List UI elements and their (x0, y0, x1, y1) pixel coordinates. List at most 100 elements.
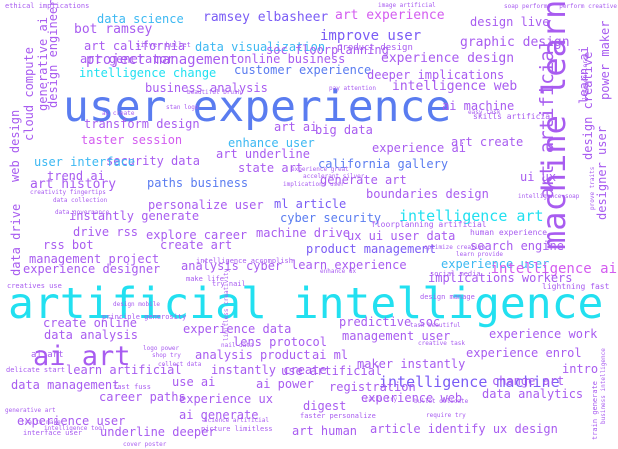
word: transform design (84, 117, 200, 131)
word: learn artificial (66, 363, 182, 377)
word: intelligence change (79, 66, 217, 80)
word: artificial intelligence (8, 279, 604, 329)
word: cover poster (123, 441, 167, 448)
word: product management (306, 242, 437, 256)
word: art experience (335, 8, 445, 23)
word: use artificial (281, 364, 383, 378)
word: shop try (152, 352, 181, 359)
word: implications user (283, 181, 345, 188)
word: silver bullet (136, 41, 191, 49)
word: management user (342, 329, 451, 343)
word: instantly create (211, 363, 327, 377)
word: graphic design (460, 35, 570, 50)
word: data analytics (482, 387, 584, 401)
word: online business (237, 52, 346, 66)
word: design live (470, 15, 550, 29)
word: experience user (441, 257, 550, 271)
word: improve user (320, 28, 422, 44)
word: data visualization (195, 40, 326, 54)
word: experience ai (372, 141, 466, 155)
word: intelligence tool (44, 425, 106, 432)
word: paths business (147, 176, 249, 190)
word: taster session (81, 133, 183, 147)
word: prove traits (589, 166, 596, 210)
word: social media (430, 270, 481, 278)
word: experience enrol (466, 346, 582, 360)
word: intro (562, 362, 599, 376)
word: delicate start (6, 366, 66, 374)
word: data drive (9, 203, 23, 276)
word: data collection (53, 197, 108, 204)
word: stan logo (166, 104, 199, 111)
word: pay attention (329, 85, 376, 92)
word: life easier (582, 60, 589, 100)
word: science artificial (204, 417, 270, 424)
word: security data (106, 154, 200, 168)
word: cyber security (280, 211, 382, 225)
word: creatives use (7, 282, 62, 290)
word: ui ux (520, 170, 557, 184)
word: learn experience (291, 258, 407, 272)
word: experience data (183, 322, 292, 336)
word: create online (43, 316, 137, 330)
word: web design (8, 109, 22, 182)
word: data governance (55, 209, 110, 216)
word: designer user (595, 126, 609, 220)
word: art underline (216, 147, 310, 161)
word: art history (30, 177, 117, 192)
word: use ai (172, 375, 216, 389)
word: task beautiful (410, 322, 461, 329)
word: human experience (470, 228, 548, 237)
word: power maker (598, 20, 612, 100)
word: floorplanning artificial (371, 220, 487, 229)
word: faster personalize (300, 412, 376, 420)
word: design engineer (46, 0, 60, 109)
word: instantly generate (69, 209, 200, 223)
word: state art (238, 161, 304, 175)
word: digest (303, 399, 347, 413)
word: art human (292, 424, 358, 438)
word: analysis product (195, 348, 311, 362)
word: perform creative (559, 3, 617, 10)
word: easy task (468, 109, 501, 116)
word: require try (426, 412, 466, 419)
word: design manage (420, 293, 475, 301)
word: soc floorplanning (266, 43, 389, 57)
word: drive rss (73, 225, 139, 239)
word: project management (86, 52, 238, 68)
word: user experience (63, 82, 452, 132)
word: personalize user (148, 198, 264, 212)
word: principle generosity (102, 313, 187, 321)
word: deeper implications (367, 68, 505, 82)
word: management project (29, 252, 160, 266)
word: product design (337, 43, 413, 53)
word: limitless creativity (223, 268, 230, 341)
word: ai art (31, 350, 64, 360)
word: intelligence machine (379, 373, 560, 391)
word: fast fuss (113, 383, 151, 391)
word: maker instantly (357, 357, 466, 371)
word: ai power (256, 377, 314, 391)
word: search engine (470, 239, 564, 253)
word: california gallery (318, 157, 449, 171)
word: interface user (23, 429, 83, 437)
word: try nail (212, 280, 246, 288)
word: learn provide (456, 251, 503, 258)
word: underline deeper (100, 425, 216, 439)
word: rss bot (43, 238, 94, 252)
word: design mobile (113, 301, 160, 308)
word: collect data (158, 361, 202, 368)
word: ai ml (312, 348, 349, 362)
word: big data (315, 123, 373, 137)
word: article identify ux design (370, 422, 558, 436)
word: experience work (489, 327, 598, 341)
word: intelligence web (392, 79, 518, 94)
word: explore career (146, 228, 248, 242)
word: beautiful brush (187, 89, 242, 96)
word: create art (160, 238, 233, 252)
word: business analysis (145, 81, 268, 95)
word: analysis cyber (181, 259, 283, 273)
word: skills artificial (473, 112, 555, 121)
word: optimize creative (424, 244, 486, 251)
word: bot ramsey (74, 22, 153, 37)
